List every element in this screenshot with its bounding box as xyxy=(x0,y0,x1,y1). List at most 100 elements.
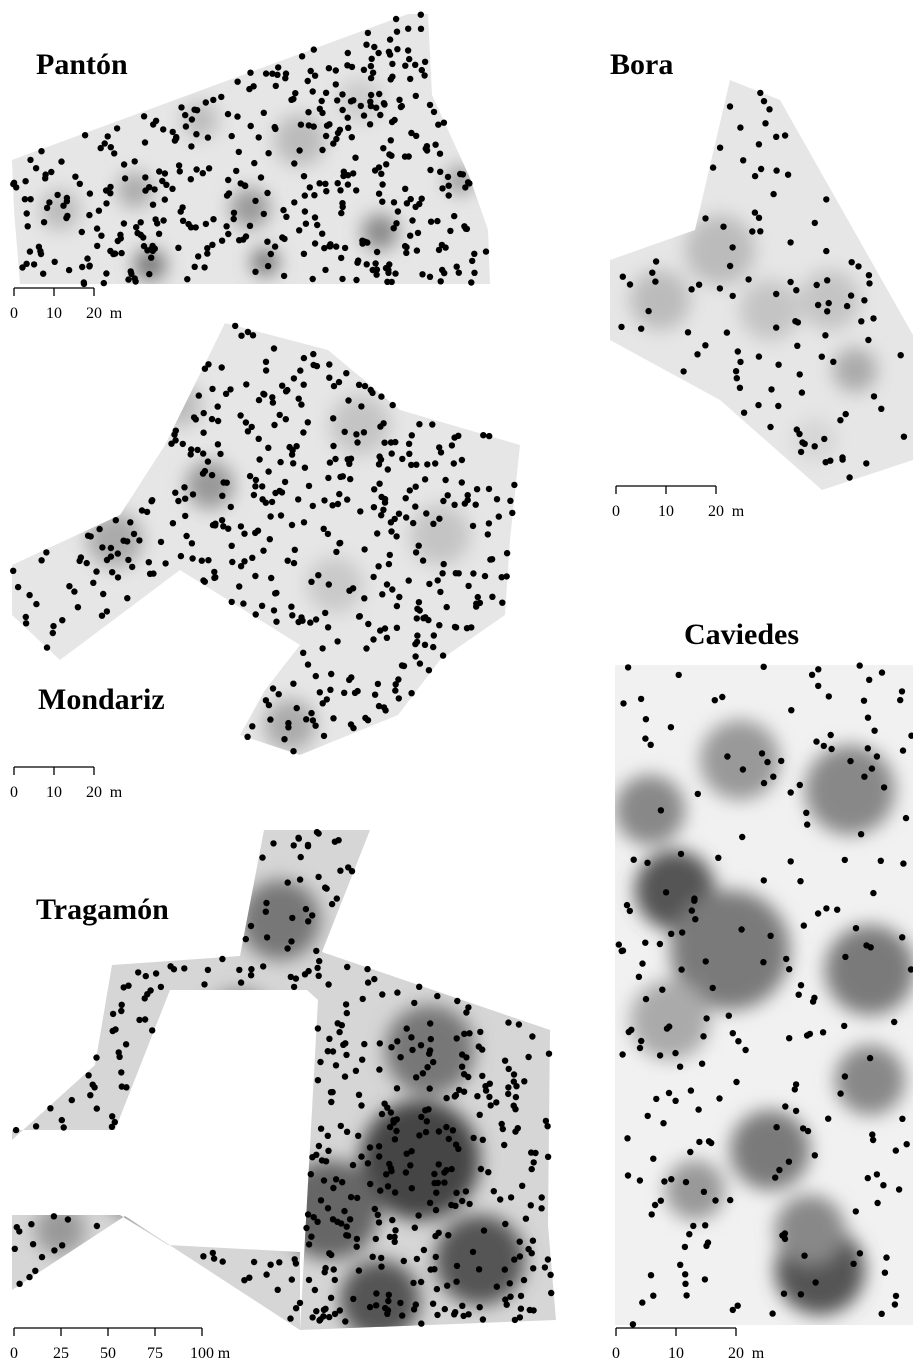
tree-point xyxy=(79,263,86,271)
tree-point xyxy=(729,1030,736,1037)
tree-point xyxy=(433,1189,440,1196)
tree-point xyxy=(682,1178,690,1186)
tree-point xyxy=(191,263,198,270)
tree-point xyxy=(794,342,801,349)
tree-point xyxy=(647,741,654,748)
tree-point xyxy=(907,966,913,973)
tree-point xyxy=(28,1221,35,1228)
tree-point xyxy=(16,1280,23,1287)
scale-tick-label: 10 xyxy=(658,503,674,520)
tree-point xyxy=(204,966,212,974)
tree-point xyxy=(525,1053,532,1061)
tree-point xyxy=(208,471,216,479)
tree-point xyxy=(334,638,341,645)
tree-point xyxy=(219,492,226,499)
tree-point xyxy=(71,588,78,595)
tree-point xyxy=(260,963,267,970)
tree-point xyxy=(501,1057,509,1064)
tree-point xyxy=(388,450,395,457)
tree-point xyxy=(908,732,913,739)
tree-point xyxy=(310,46,317,53)
tree-point xyxy=(367,98,374,105)
tree-point xyxy=(343,1009,350,1017)
tree-point xyxy=(60,202,67,209)
tree-point xyxy=(812,1279,819,1286)
plot-title-panton: Pantón xyxy=(36,48,128,81)
tree-point xyxy=(338,254,345,262)
tree-point xyxy=(143,508,151,516)
tree-point xyxy=(350,1295,357,1303)
tree-point xyxy=(809,998,817,1005)
tree-point xyxy=(136,537,143,544)
tree-point xyxy=(74,604,82,611)
tree-point xyxy=(322,609,329,617)
tree-point xyxy=(305,918,312,925)
tree-point xyxy=(742,1046,749,1054)
tree-point xyxy=(137,219,144,226)
tree-point xyxy=(624,1172,632,1179)
tree-point xyxy=(387,137,394,144)
tree-point xyxy=(422,1128,430,1136)
tree-point xyxy=(493,496,501,503)
tree-point xyxy=(547,1271,554,1278)
tree-point xyxy=(376,1066,383,1073)
tree-point xyxy=(672,1097,679,1104)
tree-point xyxy=(330,715,337,722)
tree-point xyxy=(326,374,333,381)
tree-point xyxy=(694,351,701,358)
tree-point xyxy=(300,429,307,436)
tree-point xyxy=(205,361,212,368)
tree-point xyxy=(89,1081,96,1088)
tree-point xyxy=(797,448,805,456)
tree-point xyxy=(394,46,401,53)
scale-tick-label: 50 xyxy=(100,1345,116,1362)
tree-point xyxy=(704,1239,712,1246)
tree-point xyxy=(325,581,332,588)
scale-tick-label: 0 xyxy=(612,503,620,520)
tree-point xyxy=(460,1312,467,1320)
tree-point xyxy=(237,412,244,419)
tree-point xyxy=(32,165,40,172)
tree-point xyxy=(651,1201,659,1209)
tree-point xyxy=(454,997,461,1005)
density-patch xyxy=(775,1195,845,1265)
tree-point xyxy=(841,1022,848,1030)
tree-point xyxy=(227,503,234,511)
tree-point xyxy=(392,270,399,277)
tree-point xyxy=(526,1306,533,1314)
tree-point xyxy=(240,236,247,243)
tree-point xyxy=(361,1040,368,1048)
tree-point xyxy=(270,607,278,614)
tree-point xyxy=(113,125,121,132)
tree-point xyxy=(218,517,226,524)
tree-point xyxy=(344,114,351,121)
tree-point xyxy=(179,204,186,211)
tree-point xyxy=(900,433,908,440)
tree-point xyxy=(418,1320,425,1327)
tree-point xyxy=(127,519,134,526)
tree-point xyxy=(444,173,452,181)
tree-point xyxy=(638,1037,645,1045)
tree-point xyxy=(326,459,334,466)
tree-point xyxy=(309,88,316,95)
tree-point xyxy=(314,1025,322,1032)
tree-point xyxy=(391,1233,398,1241)
tree-point xyxy=(863,460,870,467)
tree-point xyxy=(857,831,865,838)
tree-point xyxy=(335,378,343,386)
tree-point xyxy=(427,218,435,225)
density-patch xyxy=(670,890,790,1010)
tree-point xyxy=(269,399,277,406)
tree-point xyxy=(702,958,709,965)
tree-point xyxy=(51,258,58,265)
tree-point xyxy=(312,672,319,680)
tree-point xyxy=(276,1259,283,1266)
tree-point xyxy=(23,260,30,267)
tree-point xyxy=(349,1161,357,1169)
plot-tragamon: Tragamón xyxy=(0,820,570,1330)
tree-point xyxy=(841,856,848,864)
tree-point xyxy=(48,168,55,176)
tree-point xyxy=(288,603,295,610)
density-patch xyxy=(338,78,382,122)
tree-point xyxy=(355,1091,363,1098)
